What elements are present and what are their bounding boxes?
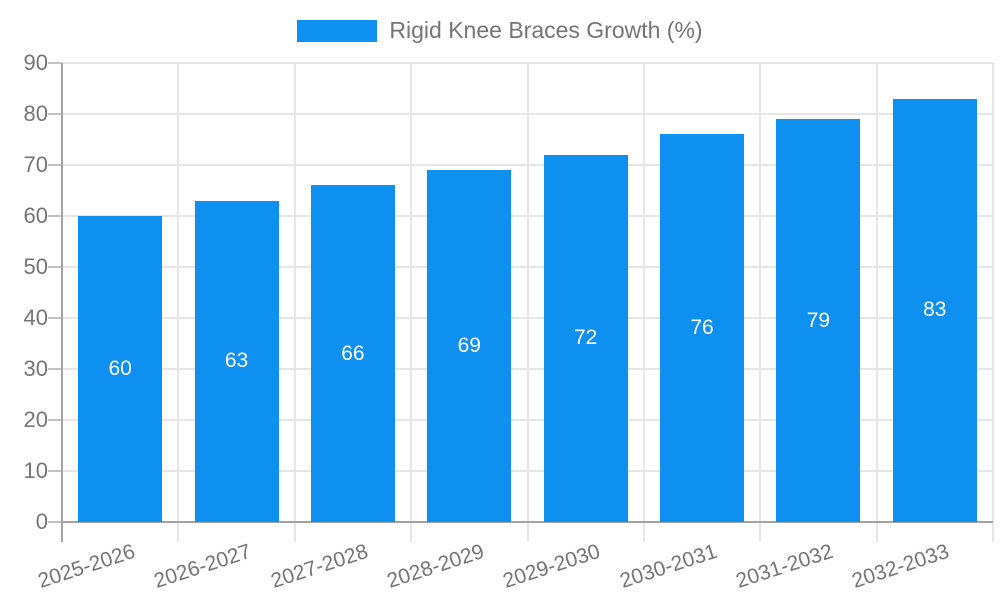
gridline-horizontal xyxy=(62,215,993,217)
legend[interactable]: Rigid Knee Braces Growth (%) xyxy=(0,17,1000,44)
x-axis-tick-label: 2032-2033 xyxy=(849,539,953,593)
y-axis-tick-label: 50 xyxy=(23,254,48,279)
y-axis-tick xyxy=(48,215,62,217)
y-axis-tick-label: 30 xyxy=(23,356,48,381)
gridline-vertical xyxy=(992,63,994,542)
gridline-horizontal xyxy=(62,419,993,421)
gridline-horizontal xyxy=(62,470,993,472)
gridline-vertical xyxy=(875,63,878,542)
y-axis-tick-label: 10 xyxy=(23,458,48,483)
y-axis-tick xyxy=(48,521,62,523)
y-axis-tick-label: 40 xyxy=(23,305,48,330)
gridline-vertical xyxy=(177,63,180,542)
bar-value-label: 76 xyxy=(690,316,714,340)
x-axis-tick-label: 2031-2032 xyxy=(733,539,836,593)
bar-value-label: 72 xyxy=(574,326,598,350)
y-axis-tick-label: 70 xyxy=(23,152,48,177)
gridline-horizontal xyxy=(62,164,993,166)
y-axis-line xyxy=(61,63,63,542)
bar-2027-2028[interactable] xyxy=(310,185,395,522)
bar-value-label: 83 xyxy=(923,298,947,322)
bar-value-label: 63 xyxy=(224,349,249,373)
gridline-horizontal xyxy=(62,317,993,319)
gridline-horizontal xyxy=(62,266,993,268)
y-axis-tick-label: 0 xyxy=(35,509,48,534)
y-axis-tick xyxy=(48,113,62,115)
bar-2030-2031[interactable] xyxy=(660,134,745,522)
x-axis-tick-label: 2029-2030 xyxy=(500,539,604,593)
bar-value-label: 60 xyxy=(108,357,132,380)
y-axis-tick xyxy=(48,368,62,370)
legend-swatch xyxy=(297,19,378,42)
legend-label: Rigid Knee Braces Growth (%) xyxy=(389,17,703,43)
gridline-vertical xyxy=(642,63,645,542)
x-axis-tick-label: 2028-2029 xyxy=(384,539,487,593)
gridline-vertical xyxy=(293,63,296,542)
y-axis-tick xyxy=(48,266,62,268)
gridline-vertical xyxy=(526,63,529,542)
y-axis-tick-label: 90 xyxy=(23,50,48,75)
x-axis-tick-label: 2025-2026 xyxy=(34,539,138,593)
y-axis-tick xyxy=(48,164,62,166)
bar-2026-2027[interactable] xyxy=(194,200,279,522)
gridline-vertical xyxy=(759,63,762,542)
gridline-horizontal xyxy=(62,113,993,115)
y-axis-tick-label: 80 xyxy=(23,101,48,126)
y-axis-tick xyxy=(48,62,62,64)
gridline-horizontal xyxy=(62,62,993,64)
y-axis-tick xyxy=(48,419,62,421)
bar-2029-2030[interactable] xyxy=(543,154,628,522)
bar-value-label: 79 xyxy=(806,308,831,332)
bar-2025-2026[interactable] xyxy=(78,216,163,522)
bar-2028-2029[interactable] xyxy=(427,170,512,522)
y-axis-tick xyxy=(48,470,62,472)
bar-value-label: 66 xyxy=(341,341,365,365)
gridline-horizontal xyxy=(62,368,993,370)
y-axis-tick-label: 20 xyxy=(23,407,48,432)
bar-2032-2033[interactable] xyxy=(892,98,977,522)
y-axis-tick-label: 60 xyxy=(23,203,48,228)
gridline-vertical xyxy=(410,63,413,542)
x-axis-tick-label: 2030-2031 xyxy=(616,539,720,593)
x-axis-line xyxy=(62,521,993,523)
x-axis-tick-label: 2027-2028 xyxy=(267,539,371,593)
y-axis-tick xyxy=(48,317,62,319)
x-axis-tick-label: 2026-2027 xyxy=(151,539,254,593)
bar-2031-2032[interactable] xyxy=(776,119,861,522)
bar-value-label: 69 xyxy=(457,334,481,358)
